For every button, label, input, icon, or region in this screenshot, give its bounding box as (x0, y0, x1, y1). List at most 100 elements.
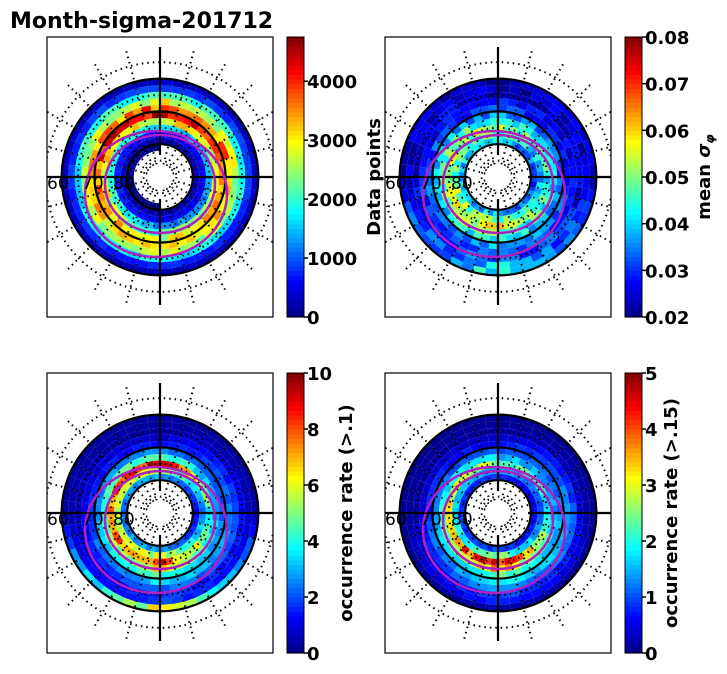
heatmap-bin (419, 502, 427, 513)
colorbar-step (287, 485, 304, 491)
colorbar-tick-label: 4 (645, 420, 658, 441)
heatmap-bin (406, 165, 414, 177)
heatmap-bin (160, 124, 167, 132)
colorbar-step (287, 200, 304, 206)
colorbar-tick-label: 2 (307, 588, 320, 609)
colorbar-step (287, 592, 304, 598)
heatmap-bin (100, 585, 115, 599)
colorbar-step (287, 606, 304, 612)
heatmap-bin (452, 250, 466, 262)
heatmap-bin (543, 427, 558, 441)
heatmap-bin (498, 124, 505, 132)
heatmap-bin (487, 473, 494, 482)
heatmap-bin (569, 513, 577, 524)
heatmap-bin (215, 560, 228, 574)
heatmap-bin (477, 434, 489, 444)
heatmap-bin (432, 504, 440, 513)
heatmap-bin (91, 129, 103, 141)
heatmap-bin (438, 585, 453, 599)
colorbar-step (625, 247, 642, 253)
colorbar-step (625, 55, 642, 61)
heatmap-bin (413, 545, 425, 559)
heatmap-bin (202, 244, 216, 257)
heatmap-bin (418, 219, 431, 233)
heatmap-bin (452, 507, 459, 513)
heatmap-bin (160, 78, 173, 86)
heatmap-bin (127, 540, 137, 550)
heatmap-bin (124, 255, 138, 266)
heatmap-bin (199, 513, 206, 519)
heatmap-bin (435, 220, 447, 233)
colorbar-step (287, 41, 304, 47)
heatmap-bin (470, 544, 479, 553)
heatmap-bin (458, 513, 466, 519)
colorbar-step (287, 499, 304, 505)
heatmap-bin (160, 137, 166, 145)
panel-1: 60 70 80 0 1000 2000 3000 4000 (46, 36, 357, 329)
colorbar-step (287, 634, 304, 640)
heatmap-bin (488, 242, 498, 250)
heatmap-bin (124, 88, 138, 99)
heatmap-bin (120, 177, 128, 183)
heatmap-bin (196, 187, 205, 195)
heatmap-bin (516, 436, 529, 447)
colorbar-tick-label: 0 (645, 644, 658, 665)
heatmap-bin (182, 564, 193, 574)
heatmap-bin (114, 250, 128, 262)
heatmap-bin (132, 544, 141, 553)
heatmap-bin (509, 85, 522, 95)
heatmap-bin (549, 573, 563, 586)
heatmap-bin (488, 440, 498, 448)
heatmap-bin (61, 500, 69, 513)
colorbar-step (287, 475, 304, 481)
colorbar-tick-label: 0.02 (645, 308, 689, 329)
heatmap-bin (462, 125, 472, 136)
colorbar-step (625, 97, 642, 103)
colorbar-step (625, 564, 642, 570)
heatmap-bin (228, 543, 239, 556)
colorbar-step (625, 83, 642, 89)
heatmap-bin (425, 513, 433, 523)
heatmap-bin (448, 86, 463, 98)
heatmap-bin (166, 454, 176, 463)
heatmap-bin (160, 558, 167, 566)
lat-label-70: 70 (82, 510, 104, 530)
heatmap-bin (87, 177, 95, 187)
colorbar-step (287, 93, 304, 99)
heatmap-bin (238, 535, 249, 549)
heatmap-bin (215, 434, 230, 449)
heatmap-bin (582, 513, 590, 525)
heatmap-bin (570, 144, 581, 157)
heatmap-bin (432, 168, 440, 177)
heatmap-bin (550, 469, 561, 481)
heatmap-bin (446, 141, 457, 151)
heatmap-bin (169, 434, 181, 444)
colorbar-step (287, 517, 304, 523)
heatmap-bin (136, 85, 149, 95)
colorbar-step (287, 69, 304, 75)
panel-2: 60 70 80 0.02 0.03 0.04 0.05 0.06 0.07 0.08 (384, 28, 689, 329)
heatmap-bin (160, 473, 166, 481)
colorbar-step (625, 242, 642, 248)
heatmap-bin (580, 489, 590, 502)
heatmap-bin (182, 549, 192, 559)
colorbar-step (625, 494, 642, 500)
heatmap-bin (399, 164, 407, 177)
heatmap-bin (577, 212, 589, 227)
heatmap-bin (86, 461, 98, 474)
heatmap-bin (94, 168, 102, 177)
heatmap-bin (540, 524, 549, 534)
heatmap-bin (105, 147, 115, 157)
heatmap-bin (233, 467, 245, 481)
colorbar-step (287, 177, 304, 183)
heatmap-bin (225, 167, 233, 177)
colorbar-step (625, 438, 642, 444)
heatmap-bin (205, 513, 213, 520)
heatmap-bin (532, 192, 541, 200)
colorbar-step (287, 578, 304, 584)
heatmap-bin (222, 461, 234, 474)
heatmap-bin (413, 523, 422, 536)
heatmap-bin (498, 545, 504, 553)
heatmap-bin (487, 584, 498, 592)
colorbar-step (287, 209, 304, 215)
